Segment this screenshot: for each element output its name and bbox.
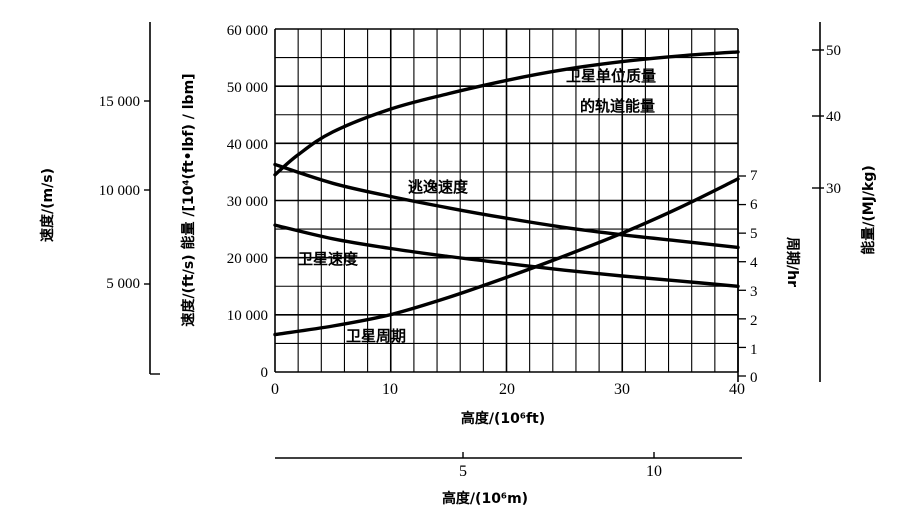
x-tick-20: 20 [499, 381, 515, 398]
x2-tick-5: 5 [459, 463, 467, 480]
period-tick-5: 5 [750, 226, 758, 242]
satellite-period-label: 卫星周期 [346, 327, 406, 345]
x2-axis-ticks: 5 10 [459, 463, 662, 480]
x-tick-0: 0 [271, 381, 279, 398]
escape-velocity-curve [273, 162, 740, 250]
energy-axis-ticks: 50 40 30 [826, 43, 841, 197]
main-tick-6: 60 000 [227, 23, 268, 39]
orbital-energy-curve [273, 50, 740, 177]
energy-tick-30: 30 [826, 181, 841, 197]
period-tick-3: 3 [750, 284, 758, 300]
x-axis-title: 高度/(10⁶ft) [461, 410, 545, 427]
main-tick-4: 40 000 [227, 137, 268, 153]
main-tick-2: 20 000 [227, 251, 268, 267]
energy-tick-40: 40 [826, 109, 841, 125]
x2-tick-10: 10 [646, 463, 662, 480]
period-axis-ticks: 0 1 2 3 4 5 6 7 [750, 168, 758, 386]
energy-axis-title: 能量/(MJ/kg) [860, 165, 877, 255]
speed-ms-tick-5000: 5 000 [106, 276, 140, 292]
energy-tick-50: 50 [826, 43, 841, 59]
satellite-velocity-curve [273, 223, 740, 288]
speed-ms-axis-title: 速度/(m/s) [39, 168, 56, 242]
curve-labels: 卫星单位质量 的轨道能量 逃逸速度 卫星速度 卫星周期 [298, 67, 656, 345]
x2-axis-title: 高度/(10⁶m) [442, 490, 528, 507]
main-tick-3: 30 000 [227, 194, 268, 210]
satellite-period-curve [273, 177, 740, 337]
period-tick-4: 4 [750, 255, 758, 271]
x-tick-30: 30 [614, 381, 630, 398]
period-tick-2: 2 [750, 313, 758, 329]
period-tick-6: 6 [750, 197, 758, 213]
curves [273, 50, 740, 337]
period-tick-0: 0 [750, 370, 758, 386]
x-tick-10: 10 [382, 381, 398, 398]
main-tick-0: 0 [261, 365, 269, 381]
satellite-velocity-label: 卫星速度 [298, 250, 359, 268]
speed-ms-tick-15000: 15 000 [99, 94, 140, 110]
main-tick-1: 10 000 [227, 308, 268, 324]
main-tick-5: 50 000 [227, 80, 268, 96]
speed-ms-tick-10000: 10 000 [99, 183, 140, 199]
axes [144, 22, 824, 459]
x-axis-ticks: 0 10 20 30 40 [271, 381, 745, 398]
main-axis-title: 速度/(ft/s) 能量 /[10⁴(ft•lbf) / lbm] [180, 73, 197, 326]
escape-velocity-label: 逃逸速度 [408, 178, 469, 196]
orbital-energy-label-line1: 卫星单位质量 [566, 67, 656, 85]
main-axis-ticks: 0 10 000 20 000 30 000 40 000 50 000 60 … [227, 23, 268, 381]
period-tick-7: 7 [750, 168, 758, 184]
speed-ms-ticks: 15 000 10 000 5 000 [99, 94, 140, 292]
period-tick-1: 1 [750, 342, 758, 358]
period-axis-title: 周期/hr [784, 237, 800, 287]
x-tick-40: 40 [729, 381, 745, 398]
orbital-energy-label-line2: 的轨道能量 [580, 97, 655, 115]
